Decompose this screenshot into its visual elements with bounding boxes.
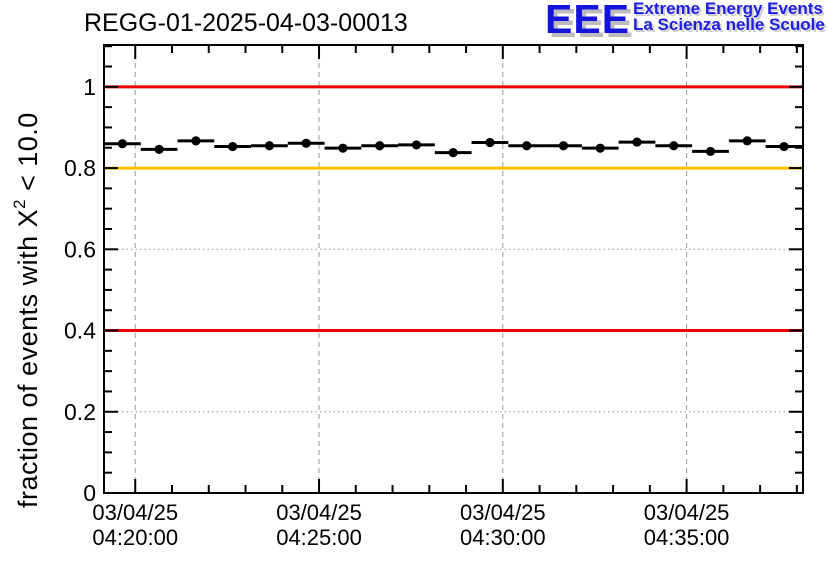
data-point-marker [669, 141, 679, 151]
x-tick-time-label: 04:35:00 [644, 525, 730, 550]
data-point-marker [411, 140, 422, 150]
eee-logo-text: Extreme Energy Events La Scienza nelle S… [633, 0, 825, 34]
data-point-marker [301, 138, 311, 148]
data-point-marker [742, 136, 752, 146]
data-point-marker [228, 141, 238, 152]
data-point-marker [632, 137, 642, 147]
plot-title: REGG-01-2025-04-03-00013 [84, 9, 408, 37]
data-point-marker [448, 148, 458, 158]
data-series-layer [104, 136, 803, 158]
tick-labels-layer: 00.20.40.60.8103/04/2504:20:0003/04/2504… [64, 74, 729, 550]
data-point-marker [779, 141, 789, 152]
data-point-marker [154, 144, 164, 154]
x-tick-date-label: 03/04/25 [276, 500, 362, 525]
x-tick-date-label: 03/04/25 [460, 500, 546, 525]
eee-logo-line1: Extreme Energy Events [633, 0, 823, 18]
axis-frame [103, 44, 804, 494]
data-point-marker [264, 141, 275, 151]
y-tick-label: 0.8 [64, 155, 96, 181]
data-point-marker [375, 141, 385, 151]
y-tick-label: 1 [83, 74, 96, 100]
eee-logo-acronym: EEE [545, 0, 631, 42]
data-point-marker [191, 136, 201, 146]
data-point-marker [485, 137, 495, 148]
eee-logo-line2: La Scienza nelle Scuole [633, 15, 825, 34]
x-tick-time-label: 04:20:00 [92, 525, 178, 550]
x-tick-time-label: 04:30:00 [460, 525, 546, 550]
reference-lines-layer [104, 85, 803, 333]
y-tick-label: 0.6 [64, 236, 96, 262]
y-tick-label: 0 [83, 480, 96, 506]
grid-layer [104, 45, 803, 493]
data-point-marker [117, 139, 127, 149]
x-tick-time-label: 04:25:00 [276, 525, 362, 550]
data-point-marker [705, 146, 716, 157]
data-point-marker [558, 141, 569, 151]
y-tick-label: 0.4 [64, 318, 96, 344]
data-point-marker [522, 141, 532, 151]
y-tick-label: 0.2 [64, 399, 96, 425]
data-point-marker [338, 143, 348, 153]
x-tick-date-label: 03/04/25 [644, 500, 730, 525]
data-point-marker [595, 143, 605, 153]
axis-frame-layer [103, 44, 804, 494]
x-tick-date-label: 03/04/25 [92, 500, 178, 525]
